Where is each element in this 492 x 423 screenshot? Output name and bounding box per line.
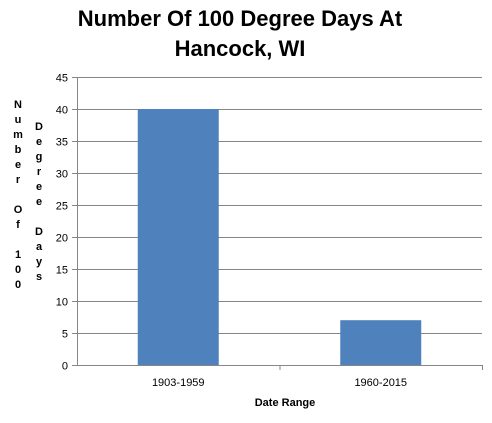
y-axis-label-letter: g [35, 151, 43, 163]
chart-title: Number Of 100 Degree Days At Hancock, WI [40, 4, 440, 64]
y-axis-label-letter: e [14, 159, 22, 171]
y-axis-label-letter: N [14, 99, 22, 111]
y-tick-label: 20 [56, 233, 68, 245]
chart-title-line-1: Number Of 100 Degree Days At [77, 6, 403, 31]
y-axis-label-letter: 1 [14, 249, 22, 261]
y-axis-label-letter: a [35, 241, 43, 253]
y-tick-label: 25 [56, 201, 68, 213]
x-tick-label: 1903-1959 [152, 377, 205, 389]
y-axis-label-letter [11, 188, 25, 203]
y-tick-label: 35 [56, 137, 68, 149]
y-axis-label-letter: b [14, 144, 22, 156]
y-axis-label-letter: e [35, 181, 43, 193]
y-tick-label: 0 [62, 361, 68, 373]
tick-labels: 0 5 10 15 20 25 30 35 40 45 1903-1959 1960-2015 [56, 73, 407, 390]
y-axis-label-letter: O [13, 204, 23, 216]
x-axis-label: Date Range [254, 397, 316, 409]
x-tick-label: 1960-2015 [354, 377, 407, 389]
bar [340, 320, 422, 365]
y-axis-label-letter: D [35, 226, 43, 238]
y-axis-label-letter: s [35, 271, 43, 283]
y-axis-label-letter: 0 [14, 279, 22, 291]
y-axis-label-letter: r [36, 166, 42, 178]
bar [137, 109, 219, 365]
bars [137, 109, 422, 365]
y-tick-label: 40 [56, 105, 68, 117]
y-axis-label-letter: u [14, 114, 22, 126]
y-tick-label: 45 [56, 73, 68, 85]
y-axis-label-letter: r [15, 174, 21, 186]
y-axis-label-letter: D [35, 121, 43, 133]
y-axis-label-letter: 0 [14, 264, 22, 276]
y-axis-label-letter [11, 233, 25, 248]
y-axis-label-letter: m [13, 129, 23, 141]
chart-title-line-2: Hancock, WI [174, 36, 306, 61]
axes [72, 77, 483, 370]
y-tick-label: 5 [62, 329, 68, 341]
y-axis-label-letter: e [35, 136, 43, 148]
y-axis-label-letter: e [35, 196, 43, 208]
y-axis-label-letter: f [16, 219, 20, 231]
y-axis-label-letter [32, 210, 46, 225]
y-tick-label: 10 [56, 297, 68, 309]
y-tick-label: 15 [56, 265, 68, 277]
y-tick-label: 30 [56, 169, 68, 181]
y-axis-label-letter: y [35, 256, 43, 268]
